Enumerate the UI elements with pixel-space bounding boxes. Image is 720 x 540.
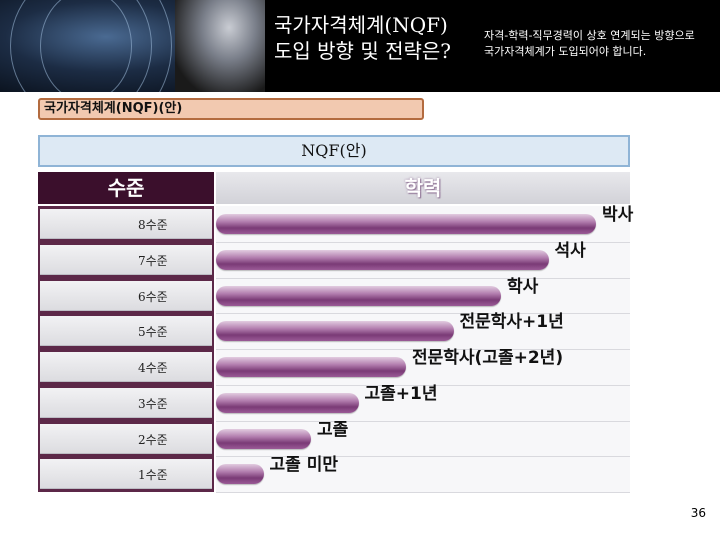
level-bar: [216, 285, 501, 306]
level-bar: [216, 321, 454, 342]
level-row: 1수준: [40, 459, 212, 490]
level-column: 8수준 7수준 6수준 5수준 4수준 3수준 2수준 1수준: [38, 206, 214, 492]
level-bar: [216, 428, 311, 449]
level-bar: [216, 249, 549, 270]
grid-line: [216, 384, 630, 386]
level-row: 6수준: [40, 280, 212, 311]
level-column-header: 수준: [38, 172, 214, 204]
grid-line: [216, 241, 630, 243]
level-label: 3수준: [138, 396, 168, 411]
page-title: 국가자격체계(NQF) 도입 방향 및 전략은?: [274, 12, 451, 64]
level-label: 1수준: [138, 468, 168, 483]
grid-line: [216, 277, 630, 279]
level-row: 3수준: [40, 387, 212, 418]
grid-line: [216, 456, 630, 458]
grid-line: [216, 492, 630, 493]
bar-label: 고졸+1년: [364, 383, 438, 404]
grid-line: [216, 313, 630, 315]
level-label: 6수준: [138, 289, 168, 304]
bar-label: 고졸 미만: [269, 455, 338, 476]
bar-label: 전문학사+1년: [459, 312, 564, 333]
bar-label: 박사: [602, 205, 634, 225]
bar-label: 고졸: [317, 419, 349, 440]
level-row: 4수준: [40, 352, 212, 382]
title-line-2: 도입 방향 및 전략은?: [274, 39, 451, 63]
level-bar: [216, 392, 359, 413]
level-bar: [216, 357, 406, 377]
level-row: 5수준: [40, 316, 212, 347]
level-row: 7수준: [40, 244, 212, 275]
globe-image: [0, 0, 265, 92]
grid-line: [216, 420, 630, 422]
education-column-header: 학력: [216, 172, 630, 204]
title-line-1: 국가자격체계(NQF): [274, 13, 448, 37]
page-number: 36: [690, 506, 706, 520]
level-bar: [216, 464, 264, 485]
level-row: 2수준: [40, 423, 212, 454]
level-label: 7수준: [138, 253, 168, 268]
level-label: 8수준: [138, 218, 168, 232]
grid-line: [216, 349, 630, 350]
bar-label: 석사: [554, 240, 586, 261]
header-banner: 국가자격체계(NQF) 도입 방향 및 전략은? 자격-학력-직무경력이 상호 …: [0, 0, 720, 92]
level-label: 4수준: [138, 361, 168, 375]
bar-label: 학사: [507, 276, 539, 297]
level-label: 2수준: [138, 432, 168, 447]
level-label: 5수준: [138, 325, 168, 340]
bar-label: 전문학사(고졸+2년): [412, 348, 564, 368]
hand-image: [175, 0, 265, 92]
level-row: 8수준: [40, 209, 212, 239]
nqf-title-box: NQF(안): [38, 135, 630, 167]
section-label: 국가자격체계(NQF)(안): [38, 98, 424, 120]
page-subtitle: 자격-학력-직무경력이 상호 연계되는 방향으로 국가자격체계가 도입되어야 합…: [484, 29, 695, 58]
level-bar: [216, 214, 596, 234]
